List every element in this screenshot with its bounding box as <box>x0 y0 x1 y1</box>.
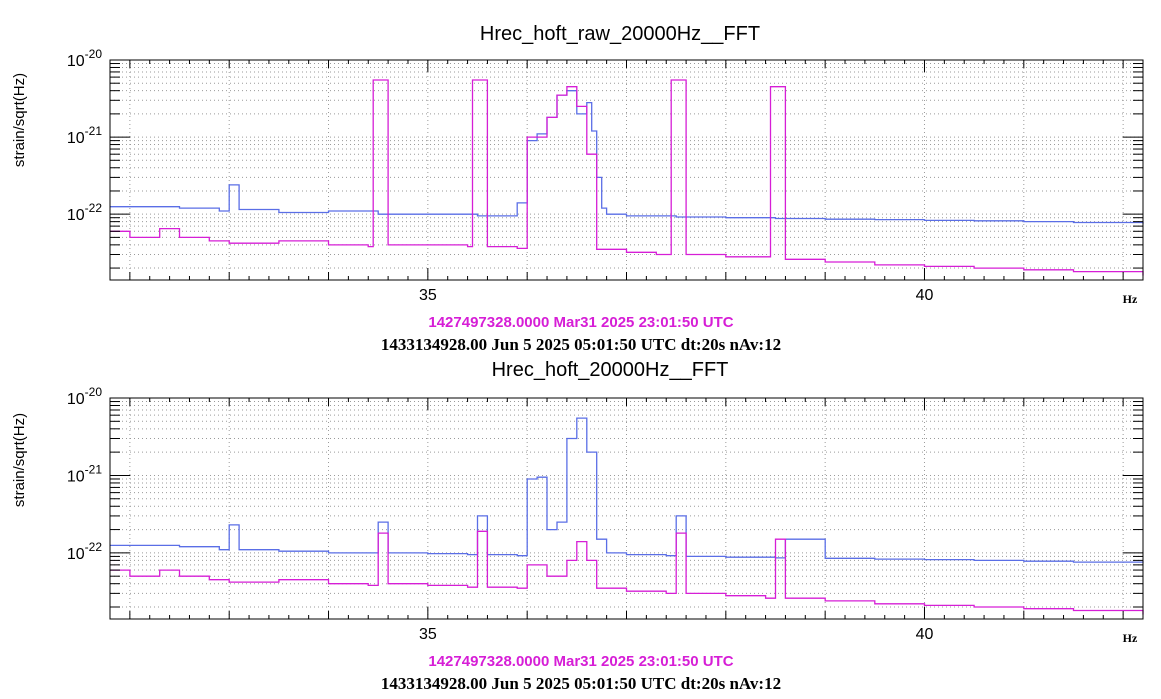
panel-top-xlabel: Hz <box>1123 292 1138 306</box>
x-tick-label: 40 <box>916 626 934 643</box>
series-line-1 <box>110 79 1144 276</box>
panel-top: Hrec_hoft_raw_20000Hz__FFT strain/sqrt(H… <box>11 23 1144 354</box>
panel-bottom-xlabel: Hz <box>1123 631 1138 645</box>
series-line-1 <box>110 530 1144 615</box>
series-line-0 <box>110 90 1144 224</box>
plot-frame <box>109 397 1144 620</box>
y-tick-label: 10-21 <box>67 124 102 147</box>
panel-bottom-ylabel: strain/sqrt(Hz) <box>11 413 28 507</box>
panel-bottom-title: Hrec_hoft_20000Hz__FFT <box>492 359 729 381</box>
panel-top-title: Hrec_hoft_raw_20000Hz__FFT <box>480 23 760 45</box>
y-tick-label: 10-21 <box>67 462 102 485</box>
y-tick-label: 10-22 <box>67 201 102 224</box>
panel-top-ylabel: strain/sqrt(Hz) <box>11 73 28 167</box>
y-tick-label: 10-20 <box>67 47 102 70</box>
panel-bottom-reference-time: 1427497328.0000 Mar31 2025 23:01:50 UTC <box>428 653 733 670</box>
y-tick-label: 10-22 <box>67 540 102 563</box>
panel-bottom-plot: 35 40 10-22 10-21 10-20 <box>67 385 1144 643</box>
x-tick-label: 35 <box>419 287 437 304</box>
x-tick-label: 40 <box>916 287 934 304</box>
panel-top-plot: 35 40 10-22 10-21 10-20 <box>67 47 1144 304</box>
panel-bottom-current-time: 1433134928.00 Jun 5 2025 05:01:50 UTC dt… <box>381 674 781 693</box>
series-line-0 <box>110 417 1144 563</box>
x-tick-label: 35 <box>419 626 437 643</box>
panel-top-reference-time: 1427497328.0000 Mar31 2025 23:01:50 UTC <box>428 314 733 331</box>
panel-top-current-time: 1433134928.00 Jun 5 2025 05:01:50 UTC dt… <box>381 335 781 354</box>
y-tick-label: 10-20 <box>67 385 102 408</box>
panel-bottom: Hrec_hoft_20000Hz__FFT strain/sqrt(Hz) 3… <box>11 359 1144 693</box>
